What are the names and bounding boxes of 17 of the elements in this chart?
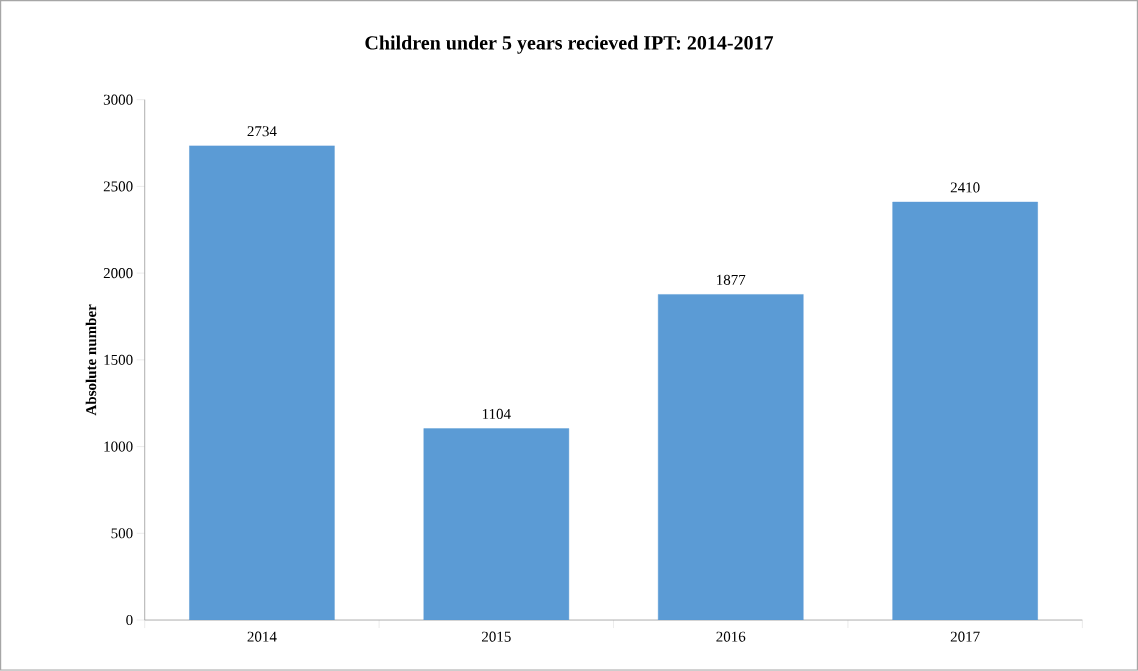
chart-title: Children under 5 years recieved IPT: 2014-2017 <box>365 35 774 54</box>
x-tick-label: 2014 <box>247 631 277 642</box>
data-label: 1877 <box>717 274 746 286</box>
y-tick-label: 2000 <box>103 268 133 279</box>
y-tick-label: 3000 <box>103 94 133 105</box>
y-tick-label: 1000 <box>104 441 133 452</box>
data-label: 1104 <box>482 409 511 420</box>
data-label: 2734 <box>247 126 277 137</box>
x-tick-label: 2016 <box>716 631 746 642</box>
y-tick-label: 1500 <box>104 354 133 366</box>
y-tick-label: 0 <box>126 615 133 626</box>
y-tick-label: 500 <box>111 528 133 539</box>
x-tick-label: 2015 <box>481 631 511 642</box>
y-tick-label: 2500 <box>103 181 133 192</box>
data-label: 2410 <box>950 182 980 193</box>
x-tick-label: 2017 <box>950 631 980 642</box>
y-axis-title: Absolute number <box>85 304 97 416</box>
